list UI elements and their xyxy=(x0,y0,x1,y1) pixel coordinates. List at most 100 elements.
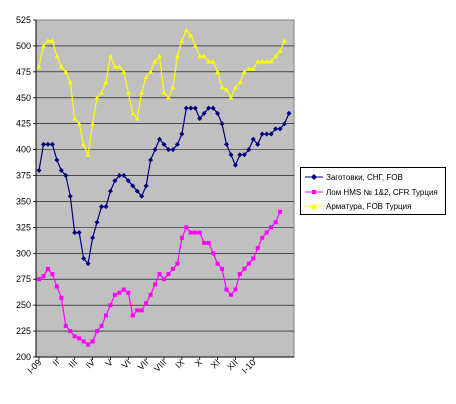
data-point xyxy=(72,334,77,339)
data-point xyxy=(45,38,51,43)
data-point xyxy=(81,255,87,261)
data-point xyxy=(54,284,59,289)
legend-item-billets: Заготовки, СНГ, FOB xyxy=(305,171,403,183)
data-point xyxy=(94,95,100,100)
data-point xyxy=(232,84,238,90)
data-point xyxy=(273,220,278,225)
x-tick-label-6: VII xyxy=(136,357,151,372)
data-point xyxy=(250,136,256,142)
data-point xyxy=(116,64,122,69)
data-point xyxy=(165,95,171,100)
data-point xyxy=(121,173,127,179)
data-point xyxy=(134,188,140,194)
data-point xyxy=(63,323,68,328)
data-point xyxy=(72,116,78,121)
data-point xyxy=(210,58,216,64)
data-point xyxy=(255,58,261,64)
legend-item-rebar: Арматура, FOB Турция xyxy=(305,200,411,212)
data-point xyxy=(211,251,216,256)
x-tick-label-10: XI xyxy=(209,357,222,370)
data-point xyxy=(103,204,109,210)
data-point xyxy=(255,141,261,147)
data-point xyxy=(126,290,131,295)
data-point xyxy=(202,240,207,245)
data-point xyxy=(197,53,203,59)
data-point xyxy=(251,256,256,261)
data-point xyxy=(112,178,118,184)
data-point xyxy=(90,339,95,344)
data-point xyxy=(273,126,279,132)
data-point xyxy=(152,58,158,64)
data-point xyxy=(277,48,283,54)
data-point xyxy=(99,323,104,328)
x-tick-label-1: II xyxy=(51,357,62,368)
data-point xyxy=(139,90,145,95)
data-point xyxy=(277,126,283,132)
y-tick-label-350: 350 xyxy=(16,196,31,206)
data-point xyxy=(45,266,50,271)
data-point xyxy=(201,110,207,116)
data-point xyxy=(188,33,194,38)
data-point xyxy=(183,105,189,111)
data-point xyxy=(85,152,91,157)
data-point xyxy=(259,131,265,137)
data-point xyxy=(99,90,104,95)
data-point xyxy=(255,246,260,251)
data-point xyxy=(130,313,135,318)
y-tick-label-275: 275 xyxy=(16,274,31,284)
data-point xyxy=(67,79,73,85)
data-point xyxy=(36,64,42,69)
data-point xyxy=(76,230,82,236)
data-point xyxy=(40,141,46,147)
y-tick-label-475: 475 xyxy=(16,67,31,77)
data-point xyxy=(260,235,265,240)
y-tick-label-525: 525 xyxy=(16,15,31,25)
data-point xyxy=(143,74,149,80)
data-point xyxy=(220,266,225,271)
data-point xyxy=(117,290,122,295)
data-point xyxy=(166,272,171,277)
x-tick-label-4: V xyxy=(104,357,115,368)
data-point xyxy=(206,240,211,245)
data-point xyxy=(130,110,136,116)
data-point xyxy=(170,266,175,271)
data-point xyxy=(58,64,64,69)
data-point xyxy=(54,53,60,59)
legend-label-scrap: Лом HMS № 1&2, CFR Турция xyxy=(326,187,438,197)
data-point xyxy=(162,277,166,282)
data-point xyxy=(228,292,233,297)
data-point xyxy=(36,167,42,173)
y-tick-label-200: 200 xyxy=(16,352,31,362)
data-point xyxy=(90,121,96,126)
y-axis: 200 225 250 275 300 325 350 375 400 425 450 475 500 5… xyxy=(16,15,37,362)
legend: Заготовки, СНГ, FOB Лом HMS № 1&2, CFR Т… xyxy=(300,167,446,215)
data-point xyxy=(170,84,176,90)
data-point xyxy=(201,53,207,59)
data-point xyxy=(148,292,153,297)
data-point xyxy=(67,193,73,199)
data-point xyxy=(268,58,274,64)
data-point xyxy=(107,188,113,194)
data-point xyxy=(237,152,243,158)
data-point xyxy=(125,90,131,95)
x-tick-label-11: XII xyxy=(225,357,240,372)
data-point xyxy=(215,110,221,116)
data-point xyxy=(215,261,220,266)
data-point xyxy=(246,66,252,71)
data-point xyxy=(241,152,247,158)
data-point xyxy=(85,261,91,267)
data-point xyxy=(95,329,100,334)
data-point xyxy=(125,178,131,184)
data-point xyxy=(210,105,216,111)
data-point xyxy=(94,219,100,225)
data-point xyxy=(188,230,193,235)
x-axis: I-09 II III IV V VI VII VIII IX X XI XII I-10 xyxy=(25,356,294,375)
data-point xyxy=(224,287,229,292)
data-point xyxy=(45,141,51,147)
data-point xyxy=(241,69,247,74)
data-point xyxy=(54,157,60,163)
y-tick-label-400: 400 xyxy=(16,145,31,155)
y-tick-label-450: 450 xyxy=(16,93,31,103)
data-point xyxy=(40,43,46,48)
data-point xyxy=(259,58,265,64)
